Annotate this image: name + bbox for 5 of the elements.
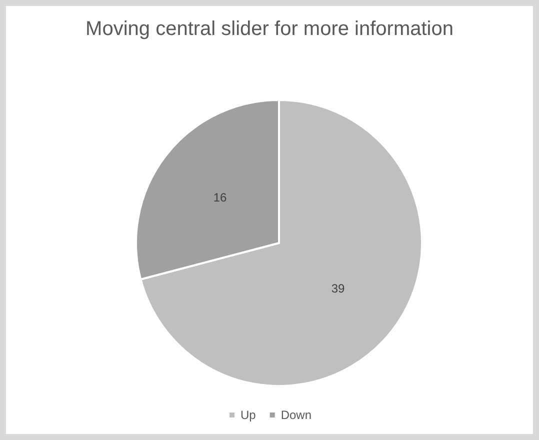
data-label: 39: [331, 281, 345, 296]
data-label: 16: [213, 190, 227, 205]
chart-title: Moving central slider for more information: [86, 18, 454, 40]
legend-label: Up: [240, 408, 256, 422]
legend-label: Down: [280, 408, 312, 422]
